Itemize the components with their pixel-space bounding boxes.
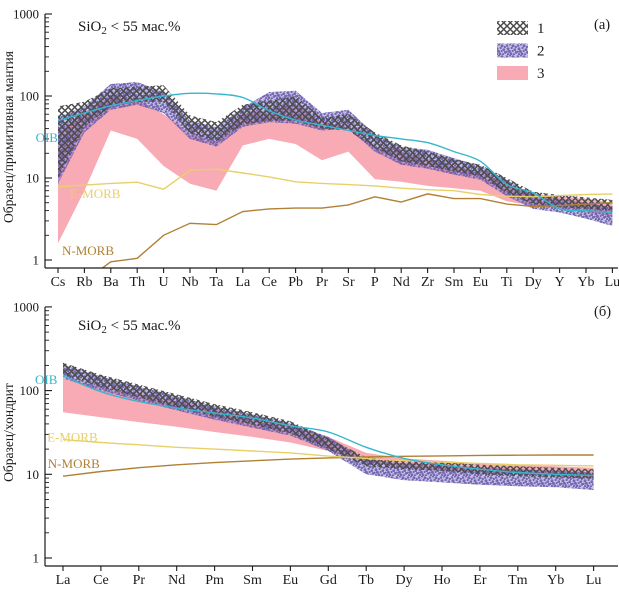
x-tick-label: Ba: [103, 275, 119, 290]
legend-swatch-1: [497, 21, 528, 35]
x-tick-label: Ce: [93, 573, 109, 588]
legend-swatch-3: [497, 66, 528, 80]
legend-label-2: 2: [537, 44, 545, 60]
y-tick-label: 100: [20, 89, 40, 104]
y-tick-label: 10: [26, 171, 39, 186]
panel-tag: (а): [594, 17, 610, 33]
y-tick-label: 1: [33, 551, 40, 566]
x-tick-label: Ti: [501, 275, 513, 290]
y-tick-label: 100: [20, 383, 40, 398]
nmorb-label: N-MORB: [48, 456, 100, 471]
emorb-label: E-MORB: [70, 186, 121, 201]
y-tick-label: 10: [26, 467, 39, 482]
x-tick-label: Nd: [168, 573, 185, 588]
legend-swatch-2: [497, 43, 528, 58]
oib-curve: [62, 375, 594, 477]
x-tick-label: Cs: [51, 275, 66, 290]
x-tick-label: Yb: [577, 275, 594, 290]
x-tick-label: Dy: [396, 573, 413, 588]
bands-layer: [63, 362, 594, 490]
nmorb-curve: [101, 193, 613, 268]
panel-tag: (б): [594, 304, 611, 320]
x-tick-label: Ta: [210, 275, 225, 290]
x-tick-label: Pr: [316, 275, 329, 290]
x-tick-label: Pm: [205, 573, 224, 588]
emorb-curve: [62, 438, 594, 467]
x-tick-label: Y: [555, 275, 565, 290]
oib-curve: [57, 92, 613, 214]
y-tick-label: 1: [33, 253, 40, 268]
x-tick-label: Rb: [76, 275, 92, 290]
oib-label: OIB: [35, 372, 58, 387]
emorb-curve: [57, 168, 613, 198]
x-tick-label: Eu: [283, 573, 299, 588]
curves-layer: [57, 92, 613, 268]
x-tick-label: P: [371, 275, 379, 290]
panel-a-chart: 1 10 100 1000 Cs Rb Ba Th U Nb Ta La Ce Pb Pr Sr P Nd Zr Sm…: [1, 7, 619, 291]
legend: 1 2 3: [497, 21, 545, 82]
panel-subtitle: SiO2 < 55 мас.%: [78, 19, 181, 37]
emorb-label: E-MORB: [47, 429, 98, 444]
x-tick-label: La: [235, 275, 251, 290]
x-tick-label: La: [56, 573, 72, 588]
x-tick-label: Eu: [473, 275, 489, 290]
x-tick-label: Tm: [508, 573, 528, 588]
x-tick-label: Pb: [288, 275, 303, 290]
y-tick-label: 1000: [13, 300, 39, 314]
x-tick-label: Zr: [421, 275, 435, 290]
bands-layer: [58, 82, 613, 244]
x-tick-label: Pr: [133, 573, 146, 588]
band-1-hatch: [63, 362, 594, 479]
x-tick-label: Yb: [547, 573, 564, 588]
x-tick-label: Lu: [605, 275, 619, 290]
panel-subtitle: SiO2 < 55 мас.%: [78, 318, 181, 336]
band-1-hatch: [58, 85, 613, 211]
x-tick-label: Sm: [243, 573, 262, 588]
y-axis-title: Образец/хондрит: [1, 383, 16, 482]
nmorb-label: N-MORB: [62, 243, 114, 258]
oib-label: OIB: [36, 130, 59, 145]
panel-b-chart: 1 10 100 1000 La Ce Pr Nd Pm Sm Eu Gd Tb Dy Ho Er Tm Yb Lu…: [1, 300, 618, 588]
y-tick-label: 1000: [13, 7, 39, 22]
x-tick-label: Ce: [261, 275, 277, 290]
x-tick-label: Sm: [445, 275, 464, 290]
legend-label-3: 3: [537, 66, 545, 82]
x-tick-label: Sr: [342, 275, 355, 290]
x-tick-label: U: [159, 275, 169, 290]
x-tick-label: Nb: [181, 275, 198, 290]
x-tick-label: Er: [473, 573, 487, 588]
nmorb-curve: [62, 454, 594, 477]
y-axis-title: Образец/примитивная мантия: [1, 51, 16, 223]
x-tick-label: Dy: [525, 275, 542, 290]
x-tick-label: Th: [129, 275, 145, 290]
x-tick-label: Gd: [320, 573, 337, 588]
curves-layer: [62, 375, 594, 477]
band-2-speckle: [63, 364, 594, 490]
x-tick-label: Nd: [393, 275, 410, 290]
x-tick-label: Tb: [358, 573, 374, 588]
x-tick-label: Lu: [586, 573, 602, 588]
x-tick-label: Ho: [433, 573, 450, 588]
legend-label-1: 1: [537, 21, 545, 37]
